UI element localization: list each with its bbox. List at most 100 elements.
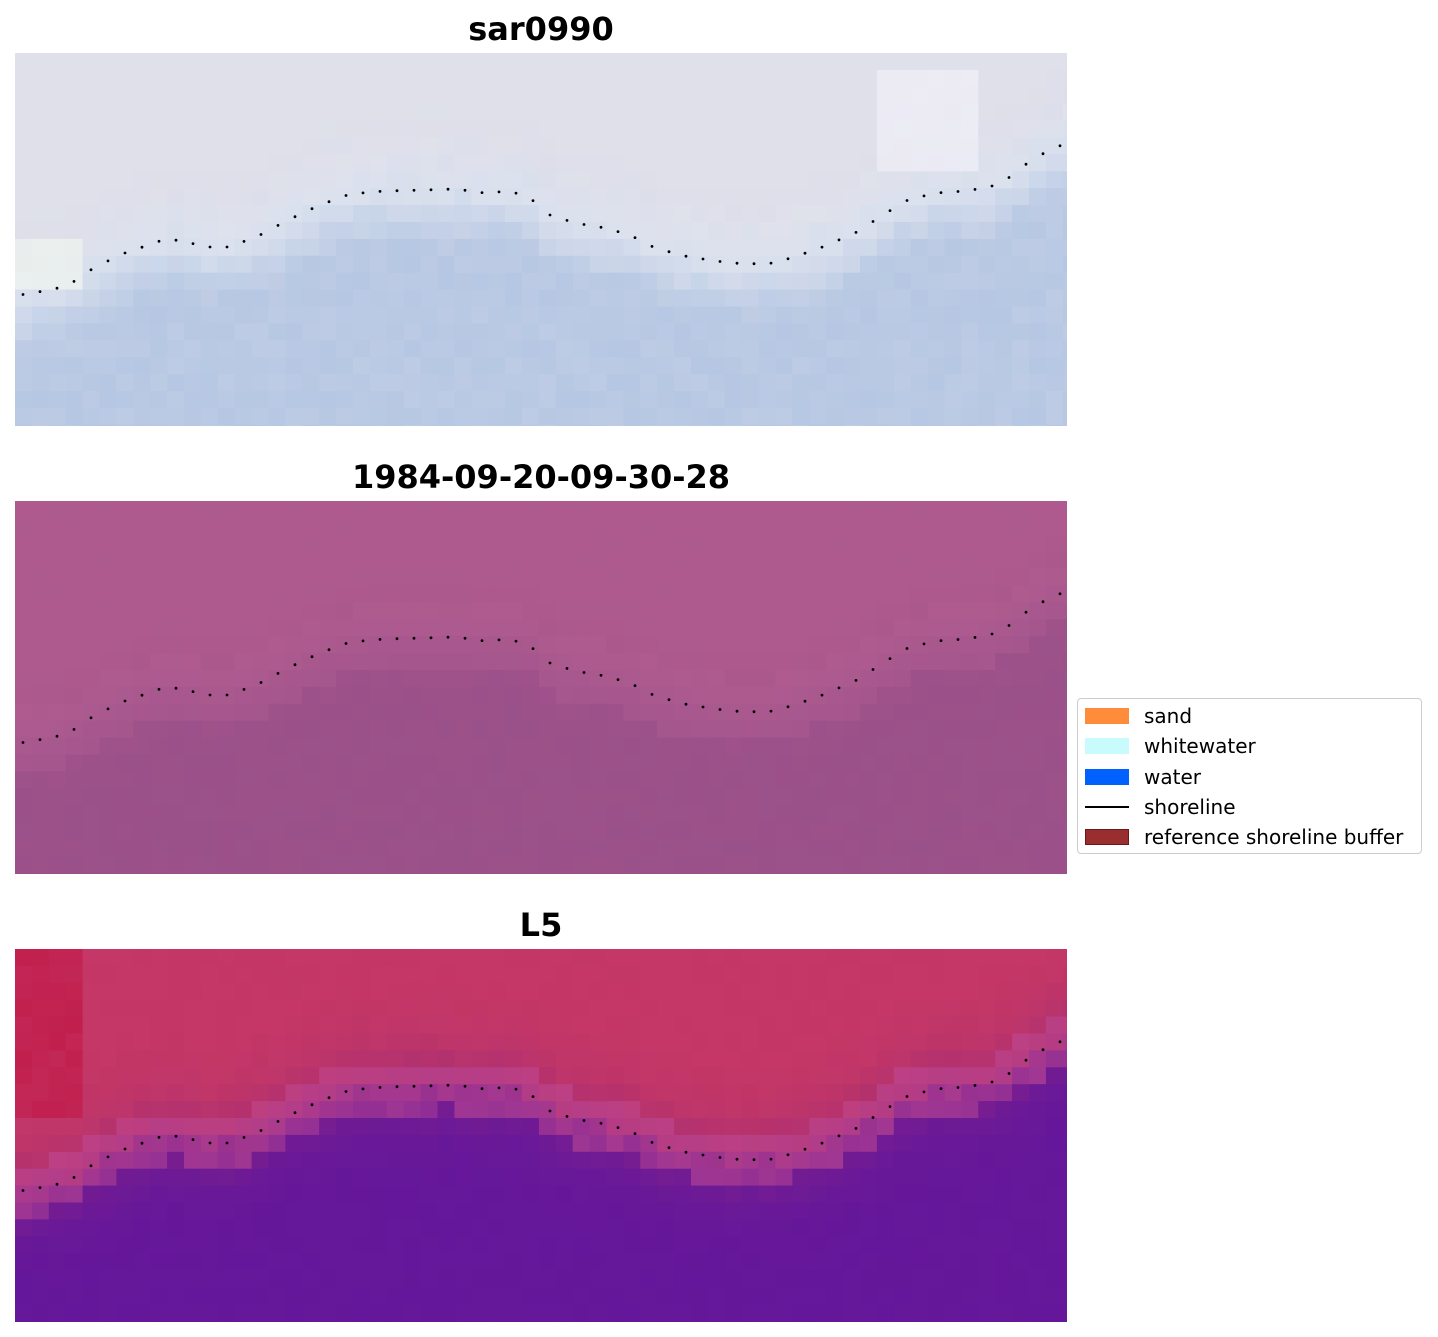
image-pixel	[876, 872, 895, 874]
whitewater-swatch	[1085, 738, 1129, 754]
image-pixel	[184, 69, 202, 88]
image-pixel	[15, 805, 33, 823]
image-pixel	[488, 53, 506, 71]
shoreline-point	[990, 1080, 994, 1084]
image-pixel	[133, 653, 151, 671]
shoreline-point	[514, 639, 518, 643]
image-pixel	[893, 619, 912, 637]
image-pixel	[724, 1016, 743, 1035]
image-pixel	[893, 1151, 912, 1170]
image-pixel	[995, 205, 1013, 223]
image-pixel	[31, 670, 50, 688]
image-pixel	[606, 1033, 624, 1051]
image-pixel	[538, 1033, 557, 1051]
image-pixel	[454, 1270, 472, 1288]
image-pixel	[285, 1253, 303, 1271]
image-pixel	[978, 1050, 996, 1068]
image-pixel	[488, 340, 506, 358]
image-pixel	[657, 517, 675, 536]
image-pixel	[65, 703, 84, 722]
image-pixel	[522, 69, 540, 88]
image-pixel	[876, 188, 895, 206]
image-pixel	[538, 568, 557, 587]
image-pixel	[116, 855, 134, 874]
image-pixel	[826, 103, 844, 122]
image-pixel	[217, 1287, 236, 1305]
image-pixel	[268, 171, 286, 189]
shoreline-point	[786, 257, 790, 261]
image-pixel	[522, 188, 540, 206]
image-pixel	[555, 999, 574, 1018]
shoreline-point	[548, 213, 552, 217]
image-pixel	[657, 737, 675, 756]
image-pixel	[268, 501, 286, 519]
image-pixel	[150, 171, 168, 189]
image-pixel	[369, 1219, 388, 1237]
image-pixel	[657, 805, 675, 823]
image-pixel	[302, 982, 320, 1001]
image-pixel	[555, 949, 574, 967]
image-pixel	[1012, 1118, 1030, 1136]
image-pixel	[82, 585, 101, 603]
image-pixel	[217, 1185, 236, 1204]
shoreline-point	[973, 188, 977, 191]
shoreline-point	[293, 215, 297, 219]
image-pixel	[606, 534, 624, 553]
image-pixel	[538, 272, 557, 291]
image-pixel	[640, 1320, 658, 1322]
shoreline-point	[1024, 162, 1028, 166]
image-pixel	[319, 306, 337, 324]
image-pixel	[319, 255, 337, 274]
image-pixel	[741, 568, 760, 587]
image-pixel	[876, 1303, 895, 1322]
image-pixel	[133, 1202, 151, 1220]
image-pixel	[454, 999, 472, 1018]
image-pixel	[1029, 568, 1047, 587]
image-pixel	[251, 999, 270, 1018]
image-pixel	[623, 737, 641, 756]
image-pixel	[99, 551, 117, 570]
image-pixel	[251, 703, 270, 722]
image-pixel	[386, 69, 405, 88]
image-pixel	[302, 1067, 320, 1085]
image-pixel	[403, 1303, 422, 1322]
shoreline-point	[684, 702, 688, 706]
image-pixel	[538, 788, 557, 806]
image-pixel	[758, 1287, 777, 1305]
image-pixel	[741, 1320, 760, 1322]
image-pixel	[488, 1202, 506, 1220]
image-pixel	[285, 619, 303, 637]
image-pixel	[505, 1084, 523, 1102]
image-pixel	[860, 1168, 878, 1187]
image-pixel	[555, 551, 574, 570]
image-pixel	[893, 1287, 912, 1305]
image-pixel	[606, 1084, 624, 1102]
image-pixel	[505, 120, 523, 139]
image-pixel	[31, 585, 50, 603]
image-pixel	[454, 602, 472, 620]
image-pixel	[420, 720, 439, 739]
image-pixel	[319, 855, 337, 874]
image-pixel	[454, 1016, 472, 1035]
image-pixel	[488, 154, 506, 172]
image-pixel	[792, 137, 810, 155]
image-pixel	[99, 340, 117, 358]
image-pixel	[437, 517, 455, 536]
image-pixel	[775, 205, 793, 223]
image-pixel	[184, 357, 202, 375]
image-pixel	[674, 1101, 692, 1119]
image-pixel	[843, 1134, 861, 1153]
image-pixel	[1029, 205, 1047, 223]
image-pixel	[860, 1185, 878, 1204]
image-pixel	[809, 205, 827, 223]
image-pixel	[944, 1168, 962, 1187]
image-pixel	[555, 788, 574, 806]
image-pixel	[167, 1084, 185, 1102]
image-pixel	[961, 1287, 979, 1305]
image-pixel	[217, 501, 236, 519]
image-pixel	[285, 1134, 303, 1153]
image-pixel	[1062, 602, 1067, 620]
image-pixel	[150, 1202, 168, 1220]
image-pixel	[133, 839, 151, 857]
image-pixel	[792, 501, 810, 519]
